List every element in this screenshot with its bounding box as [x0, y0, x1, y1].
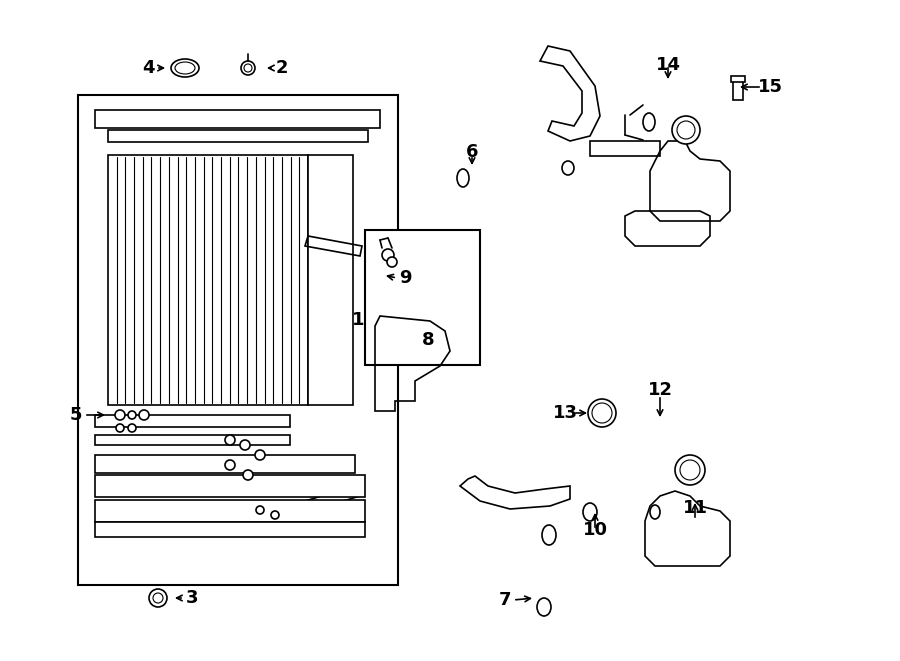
Circle shape	[115, 410, 125, 420]
Text: 1: 1	[352, 311, 365, 329]
Ellipse shape	[542, 525, 556, 545]
Circle shape	[243, 470, 253, 480]
Bar	[731, 76, 745, 82]
Ellipse shape	[675, 455, 705, 485]
Ellipse shape	[588, 399, 616, 427]
Text: 12: 12	[647, 381, 672, 399]
Ellipse shape	[149, 589, 167, 607]
Ellipse shape	[244, 64, 252, 72]
Ellipse shape	[171, 59, 199, 77]
Bar	[95, 110, 380, 128]
Circle shape	[255, 450, 265, 460]
Bar	[95, 435, 290, 445]
Bar	[95, 500, 365, 522]
Ellipse shape	[677, 121, 695, 139]
Text: 11: 11	[682, 499, 707, 517]
Text: 4: 4	[142, 59, 154, 77]
Text: 5: 5	[70, 406, 82, 424]
Ellipse shape	[650, 505, 660, 519]
Ellipse shape	[175, 62, 195, 74]
Circle shape	[382, 249, 394, 261]
Ellipse shape	[153, 593, 163, 603]
Text: 9: 9	[399, 269, 411, 287]
Ellipse shape	[680, 460, 700, 480]
Circle shape	[256, 506, 264, 514]
Bar	[95, 522, 365, 537]
Text: 2: 2	[275, 59, 288, 77]
Ellipse shape	[643, 113, 655, 131]
Text: 10: 10	[582, 521, 608, 539]
Ellipse shape	[537, 598, 551, 616]
Bar	[95, 455, 355, 473]
Bar	[108, 155, 308, 405]
Circle shape	[225, 435, 235, 445]
Circle shape	[128, 424, 136, 432]
Text: 3: 3	[185, 589, 198, 607]
Text: 6: 6	[466, 143, 478, 161]
Bar	[108, 130, 368, 142]
Circle shape	[271, 511, 279, 519]
Bar	[308, 155, 353, 405]
Ellipse shape	[592, 403, 612, 423]
Text: 15: 15	[758, 78, 782, 96]
Text: 14: 14	[655, 56, 680, 74]
Ellipse shape	[583, 503, 597, 521]
Circle shape	[225, 460, 235, 470]
Bar	[78, 95, 398, 585]
Ellipse shape	[457, 169, 469, 187]
Ellipse shape	[562, 161, 574, 175]
Ellipse shape	[672, 116, 700, 144]
Text: 13: 13	[553, 404, 578, 422]
Circle shape	[116, 424, 124, 432]
Text: 8: 8	[422, 331, 435, 349]
Text: 7: 7	[499, 591, 511, 609]
Bar	[365, 230, 480, 365]
Circle shape	[139, 410, 149, 420]
Bar	[95, 415, 290, 427]
Ellipse shape	[241, 61, 255, 75]
Circle shape	[387, 257, 397, 267]
Circle shape	[128, 411, 136, 419]
Bar	[95, 475, 365, 497]
Bar	[733, 78, 743, 100]
Circle shape	[240, 440, 250, 450]
